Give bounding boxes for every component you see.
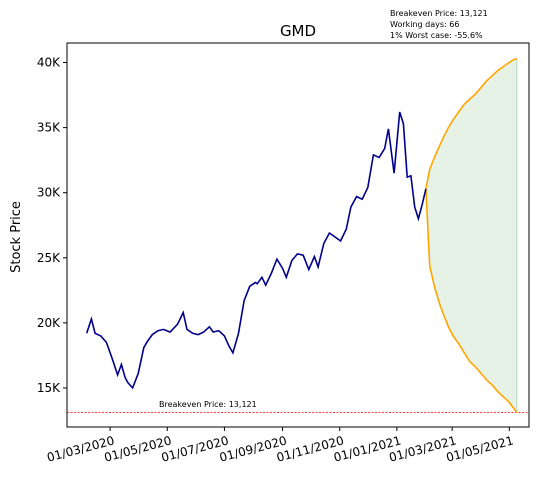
y-tick-label: 25K bbox=[37, 251, 61, 265]
y-tick-label: 20K bbox=[37, 316, 61, 330]
x-axis: 01/03/202001/05/202001/07/202001/09/2020… bbox=[45, 427, 515, 465]
breakeven-label: Breakeven Price: 13,121 bbox=[159, 400, 257, 409]
plot-frame bbox=[66, 42, 530, 428]
working-days-info: Working days: 66 bbox=[390, 20, 460, 29]
y-axis-label: Stock Price bbox=[9, 201, 24, 273]
plot-area bbox=[67, 57, 529, 414]
projection-band bbox=[425, 58, 517, 413]
y-tick-label: 30K bbox=[37, 186, 61, 200]
y-axis: 15K 20K 25K 30K 35K 40K bbox=[37, 56, 67, 395]
y-tick-label: 35K bbox=[37, 121, 61, 135]
chart-title: GMD bbox=[280, 22, 316, 40]
projection-lower-line bbox=[425, 188, 518, 414]
history-price-line bbox=[85, 111, 427, 390]
projection-upper-line bbox=[425, 57, 518, 189]
worst-case-info: 1% Worst case: -55.6% bbox=[390, 31, 483, 40]
breakeven-info: Breakeven Price: 13,121 bbox=[390, 9, 488, 18]
y-tick-label: 15K bbox=[37, 381, 61, 395]
y-tick-label: 40K bbox=[37, 56, 61, 70]
